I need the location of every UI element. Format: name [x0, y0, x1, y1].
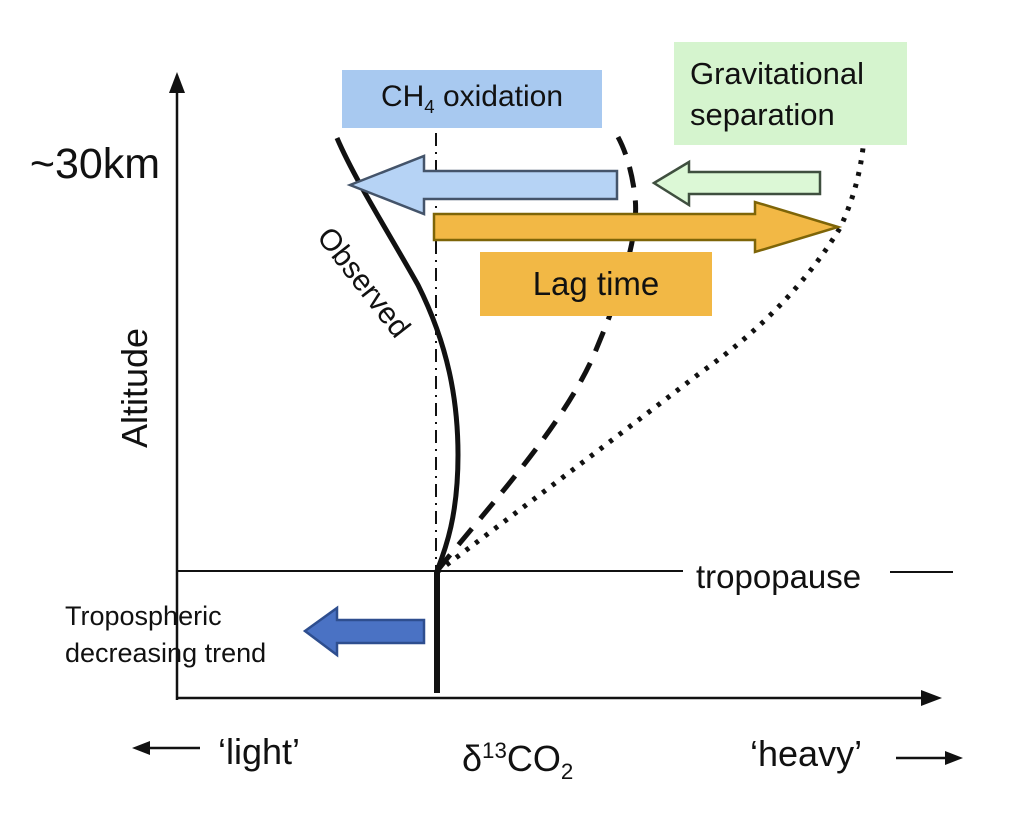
lag-time-label: Lag time	[532, 265, 660, 302]
y-axis-arrowhead-icon	[169, 72, 185, 93]
ch4-oxidation-label: CH4 oxidation	[380, 80, 564, 117]
lag-time-label-box: Lag time	[480, 252, 712, 316]
light-direction-arrowhead-icon	[132, 741, 150, 755]
y-axis-label: Altitude	[114, 327, 155, 449]
gravitational-separation-line2: separation	[690, 96, 835, 132]
x-axis-arrowhead-icon	[921, 690, 942, 706]
tropospheric-trend-line1: Tropospheric	[65, 601, 222, 631]
gravitational-separation-arrow-icon	[651, 159, 822, 208]
heavy-direction-arrowhead-icon	[945, 751, 963, 765]
gravitational-separation-dotted-curve	[435, 147, 866, 575]
gravitational-separation-label-box: Gravitational separation	[674, 42, 907, 145]
ch4-oxidation-arrow-icon	[346, 154, 619, 216]
lag-time-arrow-icon	[432, 200, 843, 254]
ch4-oxidation-label-box: CH4 oxidation	[342, 70, 602, 128]
gravitational-separation-line1: Gravitational	[690, 55, 865, 91]
x-axis-heavy-label: ‘heavy’	[750, 733, 863, 774]
x-axis-label: δ13CO2	[462, 738, 574, 785]
lag-time-dashed-curve	[435, 135, 639, 573]
x-axis-light-label: ‘light’	[218, 731, 301, 772]
tropospheric-trend-arrow-icon	[302, 605, 426, 658]
tropospheric-trend-line2: decreasing trend	[65, 638, 267, 668]
tropopause-label: tropopause	[696, 558, 862, 595]
y-axis-tick-30km: ~30km	[29, 140, 161, 188]
observed-curve	[334, 137, 461, 572]
tropospheric-trend-label: Tropospheric decreasing trend	[65, 598, 266, 672]
